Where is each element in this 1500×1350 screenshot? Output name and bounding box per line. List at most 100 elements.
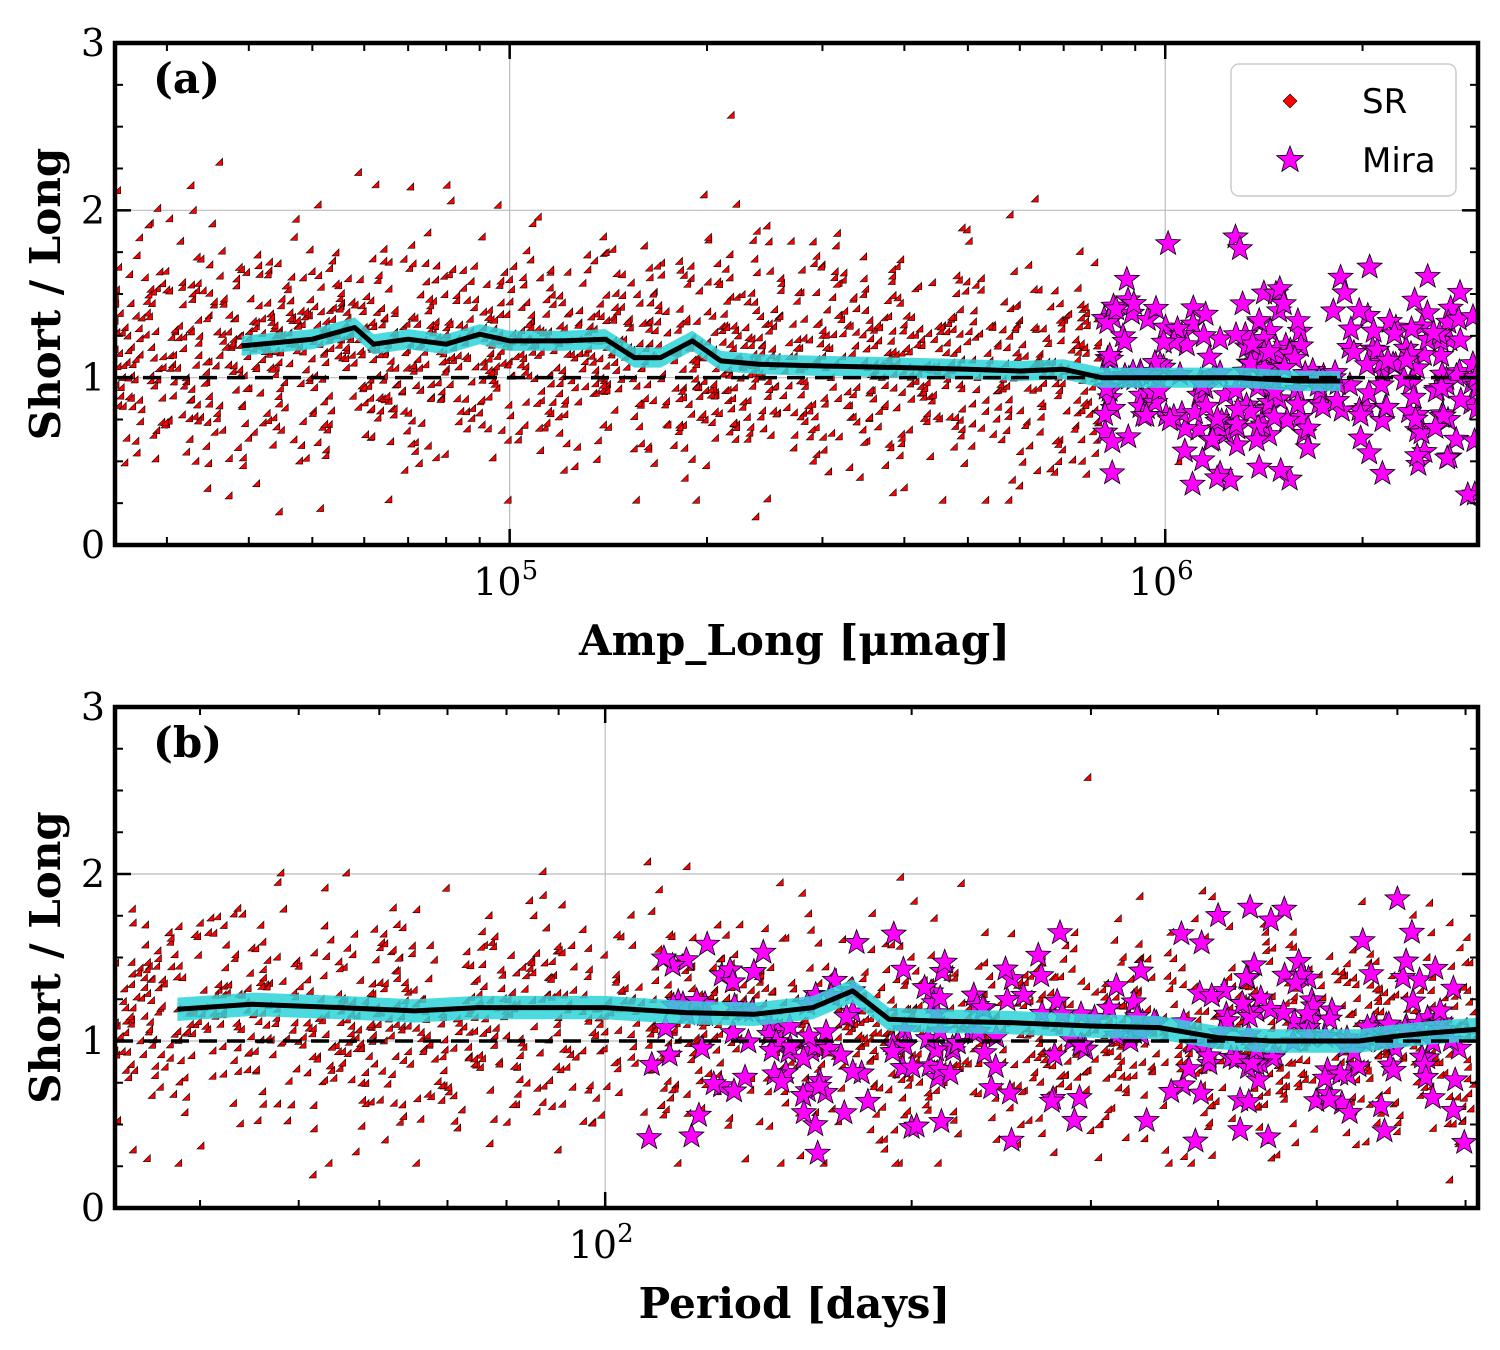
sr-point: [443, 1082, 452, 1091]
sr-point: [329, 1073, 338, 1082]
sr-point: [639, 1107, 648, 1116]
sr-point: [746, 422, 755, 431]
sr-point: [116, 391, 125, 400]
sr-point: [486, 937, 496, 946]
sr-point: [489, 315, 498, 324]
sr-point: [475, 1062, 484, 1071]
sr-point: [1076, 313, 1085, 322]
sr-point: [572, 442, 581, 451]
sr-point: [832, 228, 841, 237]
y-tick-label: 0: [81, 1186, 105, 1230]
sr-point: [250, 1046, 259, 1055]
sr-point: [457, 1105, 466, 1114]
sr-point: [1140, 1133, 1149, 1143]
sr-point: [980, 927, 989, 936]
sr-point: [128, 1145, 137, 1154]
sr-point: [361, 1098, 370, 1107]
sr-point: [421, 360, 430, 369]
sr-point: [148, 430, 158, 439]
sr-point: [374, 270, 383, 279]
mira-point: [1349, 926, 1377, 953]
sr-point: [776, 285, 785, 294]
sr-point: [1363, 1000, 1373, 1009]
sr-point: [462, 424, 471, 433]
sr-point: [384, 284, 393, 293]
sr-point: [236, 264, 245, 274]
sr-point: [478, 357, 487, 366]
mira-point: [1196, 343, 1223, 369]
sr-point: [793, 287, 803, 296]
sr-point: [922, 378, 931, 387]
sr-point: [373, 413, 382, 422]
sr-point: [731, 434, 740, 443]
sr-point: [603, 422, 612, 431]
sr-point: [654, 300, 663, 309]
sr-point: [278, 976, 287, 985]
sr-point: [139, 973, 148, 982]
sr-point: [548, 299, 557, 308]
mira-point: [1223, 430, 1251, 457]
sr-point: [532, 398, 541, 407]
sr-point: [723, 1120, 732, 1129]
sr-point: [1200, 1006, 1210, 1015]
mira-point: [1433, 444, 1461, 470]
sr-point: [273, 258, 282, 268]
sr-point: [1177, 963, 1186, 972]
sr-point: [263, 298, 272, 307]
sr-point: [976, 285, 985, 294]
sr-point: [142, 296, 151, 305]
sr-point: [1428, 1123, 1437, 1132]
sr-point: [524, 895, 533, 905]
sr-point: [971, 280, 980, 289]
mira-point: [1255, 337, 1283, 364]
sr-point: [784, 338, 793, 347]
sr-point: [440, 1045, 449, 1054]
sr-point: [497, 970, 506, 979]
sr-point: [827, 428, 836, 437]
sr-point: [667, 931, 676, 940]
sr-point: [819, 445, 828, 454]
sr-point: [223, 327, 232, 336]
sr-point: [569, 962, 578, 971]
sr-point: [953, 1129, 962, 1138]
sr-point: [797, 888, 806, 897]
sr-point: [659, 1083, 668, 1092]
sr-point: [648, 395, 657, 405]
sr-point: [634, 982, 643, 991]
sr-point: [879, 1144, 889, 1153]
sr-point: [307, 266, 316, 275]
sr-point: [1080, 316, 1090, 325]
sr-point: [1266, 1017, 1276, 1026]
sr-point: [1006, 929, 1015, 938]
sr-point: [590, 1030, 599, 1039]
sr-point: [451, 295, 461, 304]
sr-point: [949, 442, 958, 451]
sr-point: [1351, 979, 1360, 989]
sr-point: [490, 931, 499, 941]
sr-point: [353, 1025, 362, 1034]
sr-point: [520, 420, 529, 429]
sr-point: [1309, 1124, 1318, 1133]
sr-point: [725, 273, 734, 282]
sr-point: [424, 974, 433, 983]
mira-point: [1284, 306, 1312, 333]
sr-point: [519, 1042, 528, 1051]
sr-point: [1073, 283, 1082, 292]
sr-point: [568, 1082, 577, 1091]
sr-point: [942, 338, 951, 347]
sr-point: [518, 272, 527, 282]
sr-point: [630, 1058, 639, 1067]
sr-point: [788, 319, 797, 328]
sr-point: [140, 920, 149, 929]
sr-point: [632, 381, 641, 390]
sr-point: [1072, 395, 1081, 404]
sr-point: [195, 331, 204, 340]
sr-point: [461, 406, 470, 416]
sr-point: [552, 363, 561, 372]
mira-point: [1389, 963, 1417, 990]
sr-point: [1300, 1074, 1309, 1083]
mira-point: [1199, 425, 1227, 452]
sr-point: [595, 299, 604, 308]
sr-point: [321, 1029, 330, 1038]
